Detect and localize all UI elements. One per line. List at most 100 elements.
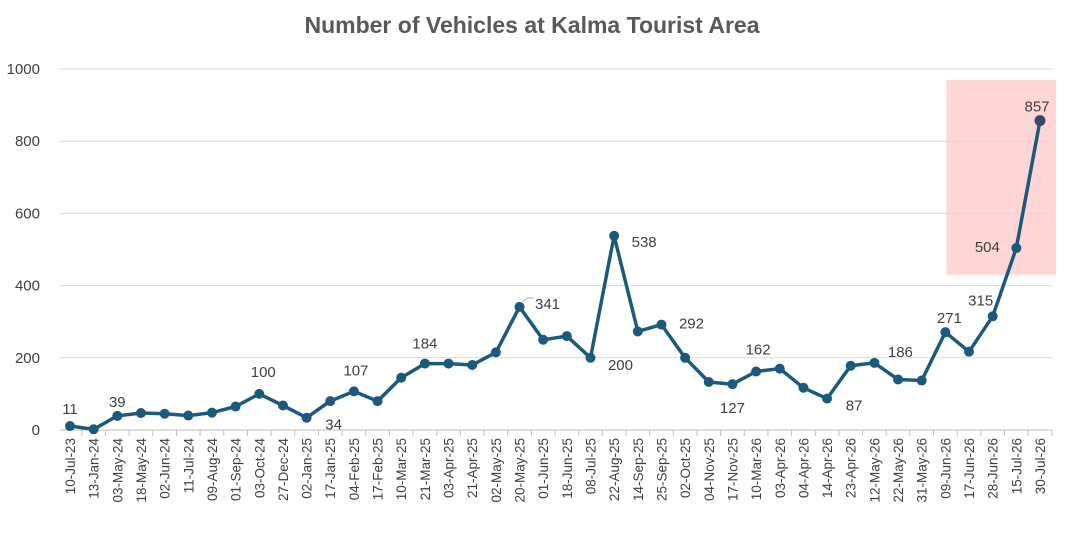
x-tick-label: 21-Apr-25 xyxy=(465,438,480,498)
x-tick-label: 01-Sep-24 xyxy=(229,438,244,502)
data-point xyxy=(561,331,572,342)
data-label: 127 xyxy=(720,400,745,417)
data-point xyxy=(372,396,383,407)
x-tick-label: 14-Apr-26 xyxy=(820,438,835,498)
data-point xyxy=(845,360,856,371)
data-label: 341 xyxy=(535,296,560,313)
data-label: 39 xyxy=(109,394,126,411)
x-tick-label: 30-Jul-26 xyxy=(1033,438,1048,494)
x-tick-label: 17-Jun-26 xyxy=(962,438,977,499)
x-tick-label: 03-Oct-24 xyxy=(252,438,267,499)
data-point xyxy=(230,401,241,412)
data-point xyxy=(893,374,904,385)
x-tick-label: 23-Apr-26 xyxy=(844,438,859,498)
x-tick-label: 02-Jan-25 xyxy=(300,438,315,499)
x-tick-label: 02-Oct-25 xyxy=(678,438,693,498)
y-tick-label: 600 xyxy=(15,205,40,222)
chart-title: Number of Vehicles at Kalma Tourist Area xyxy=(304,12,760,38)
data-point xyxy=(135,408,146,419)
data-label: 538 xyxy=(632,234,657,251)
x-tick-label: 12-May-26 xyxy=(867,438,882,503)
data-point xyxy=(656,319,667,330)
x-tick-label: 22-Aug-25 xyxy=(607,438,622,501)
y-tick-label: 800 xyxy=(15,133,40,150)
x-tick-label: 09-Aug-24 xyxy=(205,438,220,502)
data-point xyxy=(301,412,312,423)
data-point xyxy=(325,396,336,407)
data-point xyxy=(1011,243,1022,254)
data-label: 34 xyxy=(325,417,342,434)
highlight-region xyxy=(946,79,1056,275)
data-point xyxy=(538,334,549,345)
x-tick-label: 27-Dec-24 xyxy=(276,438,291,502)
x-tick-label: 10-Mar-26 xyxy=(749,438,764,500)
data-label: 186 xyxy=(888,344,913,361)
data-label: 504 xyxy=(975,239,1000,256)
data-point xyxy=(254,388,265,399)
x-tick-label: 02-May-25 xyxy=(489,438,504,503)
x-tick-label: 17-Jan-25 xyxy=(323,438,338,499)
data-label: 184 xyxy=(412,336,437,353)
data-point xyxy=(916,375,927,386)
x-tick-label: 21-Mar-25 xyxy=(418,438,433,500)
data-point xyxy=(112,410,123,421)
data-label: 162 xyxy=(746,342,771,359)
data-label: 857 xyxy=(1024,99,1049,116)
x-tick-label: 18-May-24 xyxy=(134,438,149,503)
data-point xyxy=(727,379,738,390)
x-tick-label: 01-Jun-25 xyxy=(536,438,551,499)
x-tick-label: 04-Feb-25 xyxy=(347,438,362,500)
data-point xyxy=(419,358,430,369)
x-tick-label: 02-Jun-24 xyxy=(158,438,173,499)
x-tick-label: 10-Jul-23 xyxy=(63,438,78,494)
data-point xyxy=(348,386,359,397)
x-tick-label: 14-Sep-25 xyxy=(631,438,646,501)
x-tick-label: 08-Jul-25 xyxy=(583,438,598,494)
x-tick-label: 11-Jul-24 xyxy=(181,438,196,494)
data-point xyxy=(609,230,620,241)
x-tick-label: 28-Jun-26 xyxy=(986,438,1001,499)
data-point xyxy=(940,327,951,338)
x-tick-label: 03-Apr-25 xyxy=(442,438,457,498)
data-point xyxy=(632,326,643,337)
data-point xyxy=(65,421,75,432)
data-point xyxy=(467,360,478,371)
data-label: 200 xyxy=(608,357,633,374)
x-tick-label: 17-Feb-25 xyxy=(371,438,386,500)
x-tick-label: 20-May-25 xyxy=(513,438,528,503)
x-tick-label: 25-Sep-25 xyxy=(654,438,669,501)
data-label: 87 xyxy=(846,398,863,415)
data-point xyxy=(206,407,217,418)
y-tick-label: 1000 xyxy=(7,61,40,78)
data-point xyxy=(798,382,809,393)
data-point xyxy=(703,376,714,387)
data-point xyxy=(751,366,762,377)
data-point xyxy=(183,410,194,421)
y-tick-label: 200 xyxy=(15,350,40,367)
x-tick-label: 18-Jun-25 xyxy=(560,438,575,499)
data-point xyxy=(964,346,975,357)
data-point xyxy=(159,408,170,419)
data-point xyxy=(585,352,596,363)
x-tick-label: 09-Jun-26 xyxy=(938,438,953,499)
x-tick-label: 22-May-26 xyxy=(891,438,906,503)
data-point xyxy=(443,358,454,369)
data-label: 11 xyxy=(62,401,78,418)
data-label: 292 xyxy=(679,316,704,333)
x-tick-label: 04-Nov-25 xyxy=(702,438,717,501)
x-tick-label: 03-Apr-26 xyxy=(773,438,788,498)
x-tick-label: 17-Nov-25 xyxy=(725,438,740,501)
data-label: 315 xyxy=(968,292,993,309)
data-point xyxy=(514,301,525,312)
data-point xyxy=(1034,115,1046,127)
data-point xyxy=(680,352,691,363)
y-tick-label: 0 xyxy=(32,422,40,439)
data-point xyxy=(490,347,501,358)
y-tick-label: 400 xyxy=(15,278,40,295)
x-tick-label: 04-Apr-26 xyxy=(796,438,811,498)
x-tick-label: 15-Jul-26 xyxy=(1009,438,1024,494)
data-point xyxy=(88,424,99,435)
data-point xyxy=(869,357,880,368)
data-point xyxy=(774,363,785,374)
